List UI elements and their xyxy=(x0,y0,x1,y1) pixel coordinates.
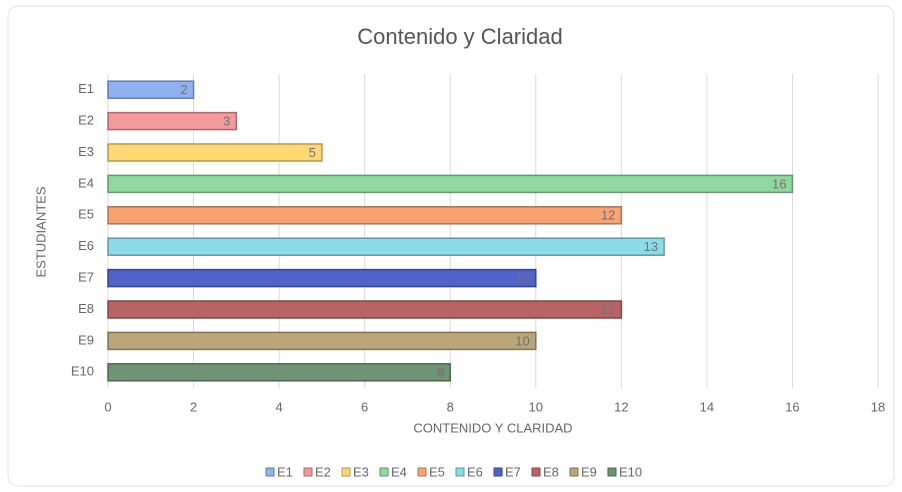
y-tick-label: E1 xyxy=(78,81,94,96)
bar xyxy=(107,300,623,319)
data-label: 5 xyxy=(309,145,316,160)
y-tick-label: E9 xyxy=(78,332,94,347)
y-tick-label: E6 xyxy=(78,238,94,253)
y-tick-label: E7 xyxy=(78,270,94,285)
legend-swatch xyxy=(379,467,389,477)
data-label: 2 xyxy=(180,82,187,97)
bar xyxy=(107,143,323,162)
legend-label: E8 xyxy=(543,464,559,479)
x-tick-label: 8 xyxy=(447,399,454,414)
x-tick-label: 16 xyxy=(785,399,799,414)
legend-swatch xyxy=(417,467,427,477)
legend-label: E2 xyxy=(315,464,331,479)
data-label: 10 xyxy=(515,271,529,286)
data-label: 10 xyxy=(515,333,529,348)
x-axis-title: CONTENIDO Y CLARIDAD xyxy=(413,420,572,435)
legend-label: E1 xyxy=(277,464,293,479)
x-tick-label: 12 xyxy=(614,399,628,414)
x-tick-label: 6 xyxy=(361,399,368,414)
bar xyxy=(107,80,195,99)
legend-swatch xyxy=(303,467,313,477)
x-tick-label: 10 xyxy=(529,399,543,414)
y-tick-label: E5 xyxy=(78,207,94,222)
data-label: 12 xyxy=(601,302,615,317)
legend-label: E3 xyxy=(353,464,369,479)
legend-swatch xyxy=(531,467,541,477)
y-tick-label: E2 xyxy=(78,113,94,128)
bar xyxy=(107,331,537,351)
y-tick-label: E3 xyxy=(78,144,94,159)
data-label: 13 xyxy=(644,239,658,254)
bar xyxy=(107,363,451,382)
legend-swatch xyxy=(455,467,465,477)
legend-label: E5 xyxy=(429,464,445,479)
x-tick-label: 4 xyxy=(275,399,282,414)
legend-label: E6 xyxy=(467,464,483,479)
chart-title: Contenido y Claridad xyxy=(357,24,562,49)
legend-swatch xyxy=(569,467,579,477)
legend-swatch xyxy=(493,467,503,477)
data-label: 16 xyxy=(772,176,786,191)
legend-swatch xyxy=(341,467,351,477)
bar xyxy=(107,206,623,225)
legend-swatch xyxy=(607,467,617,477)
data-label: 8 xyxy=(437,365,444,380)
legend-swatch xyxy=(265,467,275,477)
y-tick-label: E8 xyxy=(78,301,94,316)
legend-label: E7 xyxy=(505,464,521,479)
bar xyxy=(107,237,665,256)
legend-label: E10 xyxy=(619,464,642,479)
x-tick-label: 2 xyxy=(190,399,197,414)
bar xyxy=(107,174,794,194)
x-tick-label: 0 xyxy=(104,399,111,414)
legend-label: E9 xyxy=(581,464,597,479)
x-tick-label: 14 xyxy=(700,399,714,414)
y-axis-title: ESTUDIANTES xyxy=(33,186,48,277)
y-tick-label: E10 xyxy=(71,364,94,379)
bar xyxy=(107,111,238,131)
data-label: 12 xyxy=(601,208,615,223)
y-tick-label: E4 xyxy=(78,175,94,190)
x-tick-label: 18 xyxy=(871,399,885,414)
legend-label: E4 xyxy=(391,464,407,479)
bar xyxy=(107,268,537,288)
data-label: 3 xyxy=(223,114,230,129)
